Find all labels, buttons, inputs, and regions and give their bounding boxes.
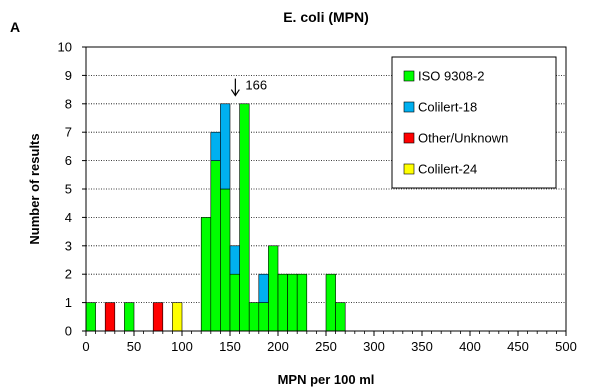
y-tick-label: 6 [65, 153, 72, 168]
x-tick-label: 50 [127, 339, 141, 354]
bar-iso-9308-2 [229, 273, 240, 332]
legend: ISO 9308-2 Colilert-18 Other/Unknown Colile… [391, 56, 557, 189]
x-axis-title: MPN per 100 ml [278, 372, 375, 387]
panel-label: A [10, 19, 20, 35]
bar-colilert-18 [220, 103, 231, 190]
x-tick-label: 250 [315, 339, 337, 354]
bar-other-unknown [104, 302, 116, 332]
legend-label: ISO 9308-2 [418, 69, 485, 84]
bar-iso-9308-2 [200, 217, 212, 332]
bars [85, 103, 346, 332]
bar-iso-9308-2 [268, 245, 279, 332]
x-tick-label: 300 [363, 339, 385, 354]
bar-iso-9308-2 [210, 160, 221, 332]
legend-swatch [403, 70, 415, 82]
y-tick-label: 5 [65, 182, 72, 197]
x-tick-label: 350 [411, 339, 433, 354]
y-tick-label: 9 [65, 68, 72, 83]
x-tick-label: 400 [459, 339, 481, 354]
legend-box [391, 56, 557, 189]
x-tick-label: 450 [507, 339, 529, 354]
bar-iso-9308-2 [248, 302, 260, 332]
bar-colilert-18 [229, 245, 240, 275]
bar-colilert-24 [172, 302, 183, 332]
x-tick-label: 500 [555, 339, 577, 354]
y-tick-label: 0 [65, 324, 72, 339]
bar-iso-9308-2 [296, 273, 308, 332]
legend-label: Other/Unknown [418, 131, 508, 146]
x-tick-label: 0 [82, 339, 89, 354]
y-tick-label: 8 [65, 96, 72, 111]
gridlines [86, 75, 566, 304]
bar-iso-9308-2 [124, 302, 135, 332]
bar-iso-9308-2 [325, 273, 336, 332]
x-tick-label: 100 [171, 339, 193, 354]
bar-colilert-18 [210, 131, 221, 161]
bar-other-unknown [152, 302, 164, 332]
annotation-label: 166 [245, 78, 267, 93]
legend-swatch [403, 132, 415, 144]
bar-iso-9308-2 [258, 302, 269, 332]
y-tick-label: 4 [65, 210, 72, 225]
y-tick-label: 7 [65, 125, 72, 140]
x-tick-label: 200 [267, 339, 289, 354]
chart-title: E. coli (MPN) [283, 9, 369, 25]
annotations: 166 [230, 78, 267, 97]
legend-swatch [403, 163, 415, 175]
y-tick-label: 1 [65, 295, 72, 310]
bar-iso-9308-2 [277, 273, 288, 332]
legend-label: Colilert-24 [418, 162, 477, 177]
bar-iso-9308-2 [220, 188, 231, 332]
y-axis: 0 1 2 3 4 5 6 7 8 9 10 [58, 40, 86, 339]
bar-iso-9308-2 [335, 302, 346, 332]
y-tick-label: 2 [65, 267, 72, 282]
x-tick-label: 150 [219, 339, 241, 354]
bar-iso-9308-2 [239, 103, 250, 332]
x-axis: 0 50 100 150 200 250 300 350 400 450 500 [82, 331, 577, 354]
bar-colilert-18 [258, 273, 269, 303]
y-tick-label: 3 [65, 238, 72, 253]
legend-swatch [403, 101, 415, 113]
bar-iso-9308-2 [85, 302, 96, 332]
y-axis-title: Number of results [27, 133, 42, 244]
legend-label: Colilert-18 [418, 100, 477, 115]
annotation-arrowhead [230, 89, 240, 97]
y-tick-label: 10 [58, 40, 72, 55]
bar-iso-9308-2 [287, 273, 298, 332]
